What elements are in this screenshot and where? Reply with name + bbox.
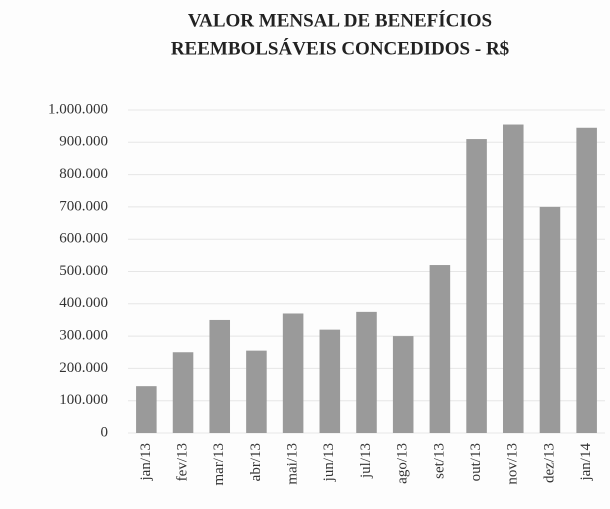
y-tick-label: 500.000 [59, 263, 108, 279]
bar [392, 336, 414, 433]
y-tick-label: 1.000.000 [48, 101, 108, 117]
bar [172, 352, 194, 433]
x-tick-label: jul/13 [358, 443, 374, 479]
bar [282, 313, 304, 433]
x-tick-label: out/13 [468, 443, 484, 481]
bar [576, 127, 597, 433]
y-tick-label: 800.000 [59, 166, 108, 182]
bar [466, 139, 487, 433]
bar [209, 319, 231, 433]
bar [136, 386, 157, 433]
x-tick-label: nov/13 [505, 443, 521, 485]
y-tick-label: 700.000 [59, 198, 108, 214]
bar [319, 329, 341, 433]
x-tick-label: set/13 [431, 443, 447, 479]
x-tick-label: mai/13 [285, 443, 301, 485]
y-tick-label: 400.000 [59, 295, 108, 311]
y-tick-label: 100.000 [59, 392, 108, 408]
chart-title: REEMBOLSÁVEIS CONCEDIDOS - R$ [171, 37, 509, 59]
x-tick-label: dez/13 [541, 443, 557, 483]
y-tick-label: 600.000 [59, 231, 108, 247]
y-tick-label: 900.000 [59, 134, 108, 150]
x-tick-label: mar/13 [211, 443, 227, 486]
x-tick-label: jan/14 [578, 443, 594, 482]
bar [356, 311, 377, 433]
bar [539, 206, 561, 433]
x-tick-label: abr/13 [248, 443, 264, 481]
chart-title: VALOR MENSAL DE BENEFÍCIOS [188, 9, 492, 31]
x-tick-label: jan/13 [138, 443, 154, 482]
x-tick-label: jun/13 [321, 443, 337, 482]
bar [246, 350, 267, 433]
x-tick-label: fev/13 [174, 443, 190, 481]
y-tick-label: 0 [101, 424, 109, 440]
bar [429, 265, 451, 433]
y-tick-label: 200.000 [59, 360, 108, 376]
bar [502, 124, 524, 433]
x-tick-label: ago/13 [395, 443, 411, 484]
y-tick-label: 300.000 [59, 328, 108, 344]
